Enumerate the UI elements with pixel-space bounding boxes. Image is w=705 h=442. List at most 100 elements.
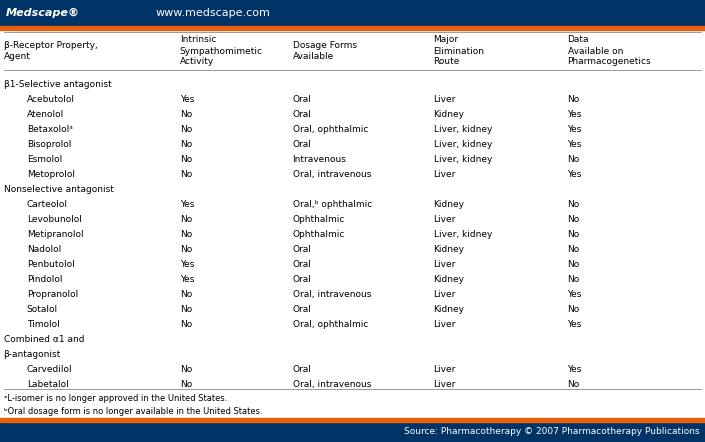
Bar	[0, 418, 705, 422]
Text: Medscape®: Medscape®	[6, 8, 80, 18]
Text: Oral,ᵇ ophthalmic: Oral,ᵇ ophthalmic	[293, 200, 372, 209]
Text: Levobunolol: Levobunolol	[27, 215, 82, 224]
Text: Liver, kidney: Liver, kidney	[434, 140, 492, 149]
Text: Bisoprolol: Bisoprolol	[27, 140, 71, 149]
Text: Liver, kidney: Liver, kidney	[434, 126, 492, 134]
Text: Activity: Activity	[180, 57, 214, 66]
Text: Kidney: Kidney	[434, 275, 465, 284]
Text: No: No	[568, 155, 580, 164]
Text: Pindolol: Pindolol	[27, 275, 62, 284]
Text: Oral, intravenous: Oral, intravenous	[293, 170, 371, 179]
Text: Available: Available	[293, 52, 334, 61]
Text: Liver: Liver	[434, 170, 456, 179]
Text: Propranolol: Propranolol	[27, 290, 78, 299]
Text: Yes: Yes	[568, 320, 582, 329]
Text: Intravenous: Intravenous	[293, 155, 346, 164]
Text: Oral: Oral	[293, 245, 312, 254]
Text: Oral: Oral	[293, 305, 312, 314]
Text: Metipranolol: Metipranolol	[27, 230, 83, 239]
Text: No: No	[568, 200, 580, 209]
Text: Oral: Oral	[293, 95, 312, 104]
Text: β-Receptor Property,: β-Receptor Property,	[4, 41, 97, 50]
Text: No: No	[568, 305, 580, 314]
Bar	[0, 422, 705, 442]
Text: Yes: Yes	[568, 170, 582, 179]
Text: Liver: Liver	[434, 290, 456, 299]
Text: Kidney: Kidney	[434, 245, 465, 254]
Text: Ophthalmic: Ophthalmic	[293, 215, 345, 224]
Text: No: No	[180, 155, 192, 164]
Text: No: No	[180, 245, 192, 254]
Text: Yes: Yes	[180, 200, 194, 209]
Text: Oral: Oral	[293, 140, 312, 149]
Text: Agent: Agent	[4, 52, 30, 61]
Text: No: No	[180, 126, 192, 134]
Text: Metoprolol: Metoprolol	[27, 170, 75, 179]
Text: Liver: Liver	[434, 380, 456, 389]
Text: Major: Major	[434, 35, 459, 45]
Text: Kidney: Kidney	[434, 110, 465, 119]
Text: No: No	[180, 215, 192, 224]
Text: ᵇOral dosage form is no longer available in the United States.: ᵇOral dosage form is no longer available…	[4, 407, 263, 416]
Text: Esmolol: Esmolol	[27, 155, 62, 164]
Text: β-antagonist: β-antagonist	[4, 350, 61, 358]
Text: Yes: Yes	[568, 140, 582, 149]
Text: Route: Route	[434, 57, 460, 66]
Text: No: No	[568, 230, 580, 239]
Text: No: No	[568, 260, 580, 269]
Text: Oral: Oral	[293, 365, 312, 373]
Text: Kidney: Kidney	[434, 200, 465, 209]
Text: No: No	[568, 380, 580, 389]
Text: β1-Selective antagonist: β1-Selective antagonist	[4, 80, 111, 89]
Text: Yes: Yes	[180, 95, 194, 104]
Text: Elimination: Elimination	[434, 46, 484, 56]
Text: No: No	[180, 380, 192, 389]
Text: No: No	[180, 320, 192, 329]
Text: Source: Pharmacotherapy © 2007 Pharmacotherapy Publications: Source: Pharmacotherapy © 2007 Pharmacot…	[405, 427, 700, 437]
Text: Penbutolol: Penbutolol	[27, 260, 75, 269]
Text: No: No	[180, 170, 192, 179]
Text: Liver: Liver	[434, 260, 456, 269]
Text: Sympathomimetic: Sympathomimetic	[180, 46, 263, 56]
Bar	[0, 0, 705, 26]
Text: Yes: Yes	[568, 365, 582, 373]
Text: Available on: Available on	[568, 46, 623, 56]
Text: Pharmacogenetics: Pharmacogenetics	[568, 57, 651, 66]
Text: Oral, ophthalmic: Oral, ophthalmic	[293, 320, 368, 329]
Text: No: No	[180, 365, 192, 373]
Text: Oral, ophthalmic: Oral, ophthalmic	[293, 126, 368, 134]
Text: Liver, kidney: Liver, kidney	[434, 155, 492, 164]
Text: Yes: Yes	[568, 290, 582, 299]
Text: Timolol: Timolol	[27, 320, 59, 329]
Text: No: No	[180, 110, 192, 119]
Text: Labetalol: Labetalol	[27, 380, 68, 389]
Text: Yes: Yes	[180, 260, 194, 269]
Text: Oral, intravenous: Oral, intravenous	[293, 380, 371, 389]
Text: Liver: Liver	[434, 365, 456, 373]
Text: Atenolol: Atenolol	[27, 110, 64, 119]
Text: Oral, intravenous: Oral, intravenous	[293, 290, 371, 299]
Text: Dosage Forms: Dosage Forms	[293, 41, 357, 50]
Text: Liver, kidney: Liver, kidney	[434, 230, 492, 239]
Bar	[0, 26, 705, 30]
Text: No: No	[568, 95, 580, 104]
Text: Liver: Liver	[434, 320, 456, 329]
Text: Ophthalmic: Ophthalmic	[293, 230, 345, 239]
Text: Combined α1 and: Combined α1 and	[4, 335, 84, 343]
Text: ᵃL-isomer is no longer approved in the United States.: ᵃL-isomer is no longer approved in the U…	[4, 394, 228, 403]
Text: Yes: Yes	[568, 110, 582, 119]
Text: Carteolol: Carteolol	[27, 200, 68, 209]
Text: Liver: Liver	[434, 95, 456, 104]
Text: No: No	[568, 215, 580, 224]
Text: Nadolol: Nadolol	[27, 245, 61, 254]
Text: Carvedilol: Carvedilol	[27, 365, 73, 373]
Text: Oral: Oral	[293, 260, 312, 269]
Text: Sotalol: Sotalol	[27, 305, 58, 314]
Text: Kidney: Kidney	[434, 305, 465, 314]
Text: No: No	[180, 305, 192, 314]
Text: Data: Data	[568, 35, 589, 45]
Text: No: No	[180, 290, 192, 299]
Text: Liver: Liver	[434, 215, 456, 224]
Text: Yes: Yes	[180, 275, 194, 284]
Text: No: No	[180, 140, 192, 149]
